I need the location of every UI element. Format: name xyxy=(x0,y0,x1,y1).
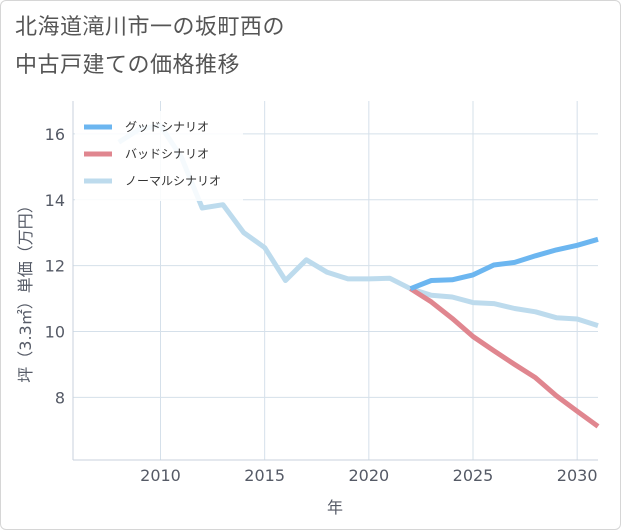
x-tick-label: 2025 xyxy=(453,466,494,485)
y-axis-title: 坪（3.3㎡）単価（万円） xyxy=(16,197,35,382)
y-tick-labels: 8 10 12 14 16 xyxy=(45,125,65,407)
chart-title-line-2: 中古戸建ての価格推移 xyxy=(15,53,241,78)
legend-label: グッドシナリオ xyxy=(125,120,209,134)
x-tick-label: 2020 xyxy=(348,466,389,485)
x-tick-label: 2010 xyxy=(140,466,181,485)
y-tick-label: 16 xyxy=(45,125,65,144)
series-line-1 xyxy=(409,236,599,292)
y-tick-label: 10 xyxy=(45,323,65,342)
legend-label: ノーマルシナリオ xyxy=(125,174,221,188)
chart-title-line-1: 北海道滝川市一の坂町西の xyxy=(15,15,286,40)
y-tick-label: 8 xyxy=(55,388,65,407)
x-gridlines xyxy=(160,101,578,460)
legend-label: バッドシナリオ xyxy=(125,147,209,161)
y-tick-label: 12 xyxy=(45,257,65,276)
x-tick-label: 2015 xyxy=(244,466,285,485)
chart-title: 北海道滝川市一の坂町西の 中古戸建ての価格推移 xyxy=(15,9,285,85)
x-tick-labels: 2010 2015 2020 2025 2030 xyxy=(140,466,597,485)
x-axis-title: 年 xyxy=(327,498,343,517)
series-line-2 xyxy=(409,286,600,429)
y-tick-label: 14 xyxy=(45,191,65,210)
x-tick-label: 2030 xyxy=(557,466,598,485)
